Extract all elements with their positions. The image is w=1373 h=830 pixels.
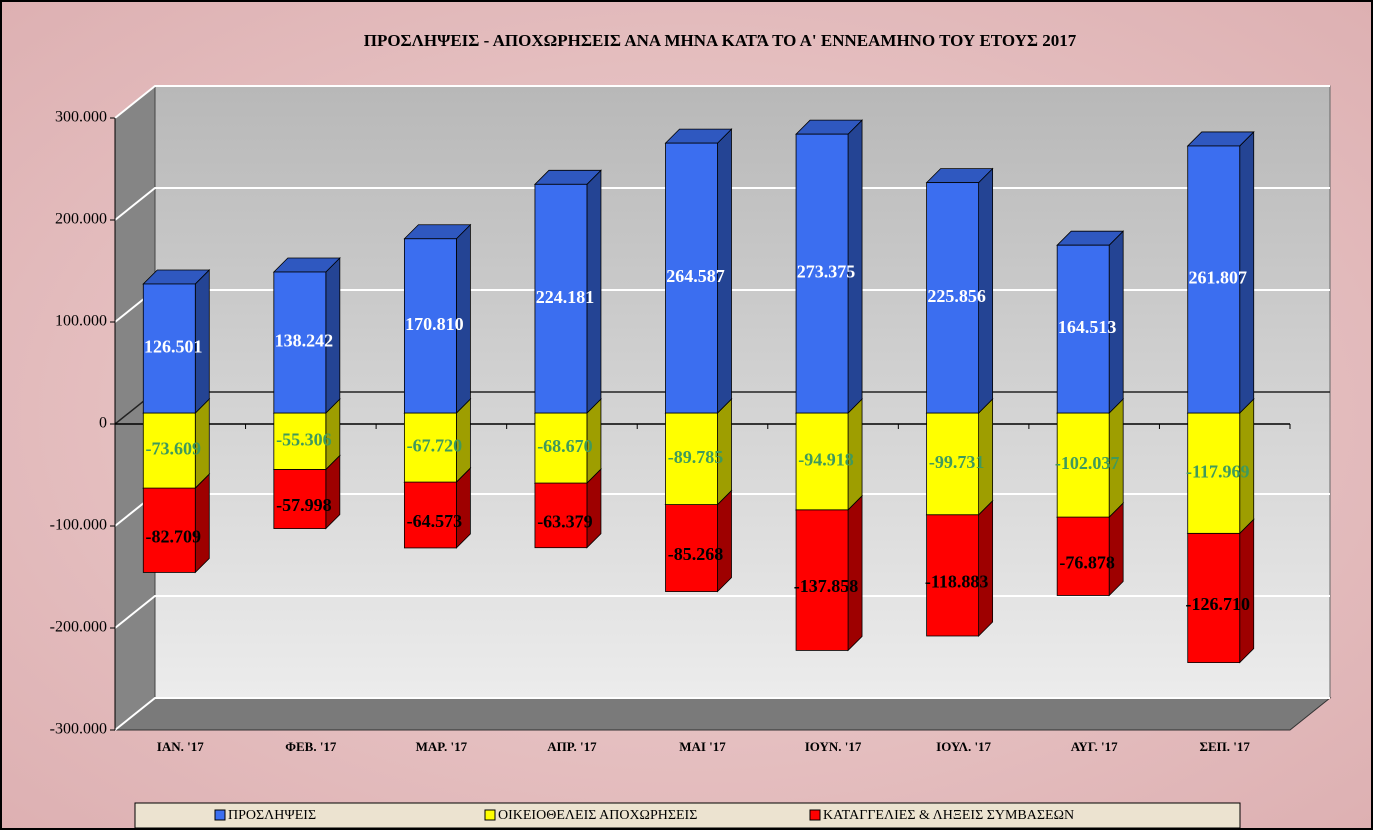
legend-label: ΠΡΟΣΛΗΨΕΙΣ <box>228 808 316 823</box>
value-label: -126.710 <box>1185 594 1250 614</box>
y-tick-label: 100.000 <box>55 313 107 330</box>
bar <box>665 504 718 592</box>
value-label: -117.969 <box>1186 461 1250 481</box>
value-label: 164.513 <box>1058 317 1117 337</box>
legend-label: ΚΑΤΑΓΓΕΛΙΕΣ & ΛΗΞΕΙΣ ΣΥΜΒΑΣΕΩΝ <box>823 808 1074 823</box>
chart-title: ΠΡΟΣΛΗΨΕΙΣ - ΑΠΟΧΩΡΗΣΕΙΣ ΑΝΑ ΜΗΝΑ ΚΑΤΆ Τ… <box>364 31 1077 50</box>
bar-side <box>194 473 210 574</box>
value-label: -68.670 <box>537 436 593 456</box>
bar <box>273 469 327 529</box>
x-tick-label: ΜΑΙ '17 <box>679 739 726 754</box>
bar <box>665 412 718 505</box>
legend-swatch <box>484 809 496 821</box>
x-tick-label: ΦΕΒ. '17 <box>285 739 337 754</box>
value-label: -94.918 <box>798 450 854 470</box>
y-tick-label: 0 <box>99 415 107 432</box>
value-label: -76.878 <box>1059 552 1115 572</box>
x-tick-label: ΑΥΓ. '17 <box>1071 739 1118 754</box>
value-label: 224.181 <box>536 287 595 307</box>
bar <box>665 142 718 414</box>
value-label: -85.268 <box>668 544 724 564</box>
bar-side <box>978 499 994 637</box>
value-label: -99.731 <box>929 452 985 472</box>
legend-swatch <box>214 809 226 821</box>
grid-line <box>114 697 1330 731</box>
value-label: -89.785 <box>668 447 724 467</box>
value-label: -67.720 <box>407 436 463 456</box>
bar <box>1187 532 1241 663</box>
value-label: -64.573 <box>407 511 463 531</box>
floor <box>113 697 1332 731</box>
value-label: -63.379 <box>537 511 593 531</box>
bar-side <box>847 494 863 652</box>
bar <box>926 412 980 516</box>
bar <box>534 482 588 549</box>
value-label: 138.242 <box>275 331 334 351</box>
x-tick-label: ΑΠΡ. '17 <box>547 739 597 754</box>
x-tick-label: ΙΟΥΝ. '17 <box>805 739 862 754</box>
value-label: -118.883 <box>925 571 989 591</box>
bar-side <box>717 489 732 593</box>
bar <box>1056 412 1110 518</box>
value-label: -137.858 <box>794 576 859 596</box>
x-tick-label: ΣΕΠ. '17 <box>1200 739 1251 754</box>
value-label: -55.306 <box>276 429 332 449</box>
bar <box>1056 516 1110 596</box>
bar <box>1187 145 1241 414</box>
value-label: 170.810 <box>405 314 464 334</box>
bar <box>534 412 588 484</box>
bar <box>142 283 196 414</box>
value-label: 225.856 <box>927 286 986 306</box>
bar <box>1056 244 1110 414</box>
bar <box>534 183 588 414</box>
value-label: -73.609 <box>146 439 202 459</box>
legend-swatch <box>809 809 821 821</box>
value-label: -102.037 <box>1055 453 1120 473</box>
legend <box>134 802 1241 829</box>
bar <box>403 412 457 483</box>
value-label: -82.709 <box>146 526 202 546</box>
x-tick-label: ΙΑΝ. '17 <box>157 739 204 754</box>
y-tick-label: -300.000 <box>50 721 107 738</box>
y-tick-label: 200.000 <box>55 211 107 228</box>
y-tick-label: 300.000 <box>55 109 107 126</box>
bar <box>403 238 457 414</box>
bar <box>926 182 980 414</box>
bar <box>1187 412 1241 534</box>
legend-label: ΟΙΚΕΙΟΘΕΛΕΙΣ ΑΠΟΧΩΡΗΣΕΙΣ <box>498 808 697 823</box>
bar <box>273 271 327 414</box>
value-label: 261.807 <box>1188 268 1247 288</box>
value-label: 264.587 <box>666 266 725 286</box>
bar <box>273 412 327 470</box>
value-label: -57.998 <box>276 495 332 515</box>
bar <box>795 133 849 414</box>
bar-side <box>1239 518 1255 664</box>
bar-side <box>1108 502 1124 597</box>
value-label: 273.375 <box>797 262 856 282</box>
bar <box>926 514 980 637</box>
y-tick-label: -100.000 <box>50 517 107 534</box>
x-tick-label: ΜΑΡ. '17 <box>416 739 468 754</box>
grid-line <box>114 85 1330 119</box>
x-tick-label: ΙΟΥΛ. '17 <box>936 739 991 754</box>
bar <box>142 487 196 573</box>
bar <box>795 509 849 651</box>
value-label: 126.501 <box>144 337 203 357</box>
y-tick-label: -200.000 <box>50 619 107 636</box>
